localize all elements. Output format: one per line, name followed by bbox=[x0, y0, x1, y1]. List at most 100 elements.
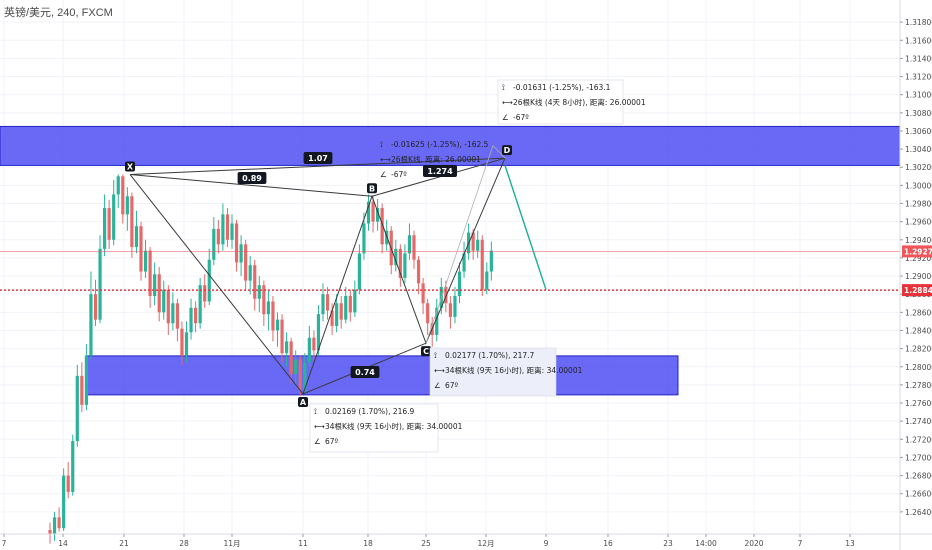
candle-body bbox=[489, 250, 493, 272]
candle-body bbox=[239, 244, 243, 263]
candle-body bbox=[294, 359, 298, 375]
candle-body bbox=[312, 337, 316, 351]
candle-body bbox=[84, 355, 88, 405]
x-tick-label: 12月 bbox=[477, 539, 494, 548]
y-tick-label: 1.31200 bbox=[905, 73, 932, 82]
candle-body bbox=[143, 250, 148, 272]
retracement-line-xb bbox=[129, 173, 373, 197]
point-marker-c bbox=[421, 346, 431, 357]
candle-body bbox=[285, 341, 289, 354]
candle-body bbox=[121, 176, 125, 215]
candle-body bbox=[48, 530, 52, 535]
measure-text: 0.02177 (1.70%), 217.7 bbox=[445, 351, 535, 360]
measure-icon: ⟟ bbox=[502, 83, 505, 92]
measure-text: -0.01631 (-1.25%), -163.1 bbox=[513, 83, 611, 92]
candle-body bbox=[426, 303, 430, 324]
candle-body bbox=[166, 289, 170, 324]
y-tick-label: 1.31000 bbox=[905, 91, 932, 100]
candle-body bbox=[207, 259, 211, 302]
candle-body bbox=[316, 314, 321, 351]
x-tick-label: 21 bbox=[119, 539, 129, 548]
measure-icon: ⟷ bbox=[314, 422, 325, 431]
candle-body bbox=[66, 475, 70, 492]
candle-body bbox=[148, 250, 152, 297]
harmonic-pattern[interactable]: X A B C D 0.89 1.07 1.274 0.74 bbox=[125, 145, 547, 407]
candle-body bbox=[280, 319, 284, 354]
retracement-line-bd bbox=[371, 157, 506, 197]
candle-body bbox=[225, 214, 230, 240]
measure-icon: ∠ bbox=[380, 170, 387, 179]
measure-text: -67º bbox=[391, 170, 407, 179]
supply-demand-zones bbox=[0, 125, 901, 396]
candle-body bbox=[116, 176, 120, 195]
candle-body bbox=[257, 285, 261, 299]
measure-text: 67º bbox=[325, 437, 339, 446]
candle-body bbox=[171, 303, 175, 324]
candle-body bbox=[198, 285, 202, 324]
candle-body bbox=[376, 208, 380, 222]
candle-body bbox=[435, 307, 439, 336]
candle-body bbox=[371, 201, 375, 222]
ratio-badge bbox=[350, 366, 380, 378]
x-tick-label: 18 bbox=[363, 539, 373, 548]
measure-icon: ∠ bbox=[314, 437, 321, 446]
x-tick-label: 11 bbox=[298, 539, 308, 548]
last-price-badge bbox=[902, 245, 932, 258]
candle-body bbox=[353, 289, 357, 313]
y-tick-label: 1.27400 bbox=[905, 417, 932, 426]
x-tick-label: 9 bbox=[544, 539, 549, 548]
y-tick-label: 1.31600 bbox=[905, 36, 932, 45]
y-tick-label: 1.27600 bbox=[905, 399, 932, 408]
y-tick-label: 1.31800 bbox=[905, 18, 932, 27]
candle-body bbox=[462, 253, 466, 272]
x-tick-label: 7 bbox=[798, 539, 803, 548]
candle-body bbox=[234, 223, 239, 263]
y-tick-label: 1.27000 bbox=[905, 453, 932, 462]
candle-body bbox=[271, 301, 275, 331]
level-label: 1.28845 bbox=[904, 286, 932, 295]
candle-body bbox=[407, 235, 412, 254]
x-tick-label: 11月 bbox=[223, 539, 240, 548]
candle-body bbox=[262, 285, 266, 315]
candle-body bbox=[130, 196, 134, 248]
measure-text: 34根K线 (9天 16小时), 距离: 34.00001 bbox=[325, 421, 463, 431]
candle-body bbox=[52, 517, 57, 535]
ratio-label: 1.274 bbox=[427, 167, 453, 176]
measure-text: 67º bbox=[445, 381, 459, 390]
y-tick-label: 1.26400 bbox=[905, 508, 932, 517]
candle-body bbox=[403, 253, 407, 278]
candle-body bbox=[212, 228, 216, 260]
candle-body bbox=[357, 253, 361, 290]
candle-body bbox=[344, 296, 348, 320]
price-levels bbox=[0, 251, 900, 291]
y-tick-label: 1.28200 bbox=[905, 345, 932, 354]
candle-body bbox=[216, 228, 220, 245]
candle-body bbox=[394, 248, 398, 266]
y-tick-label: 1.30400 bbox=[905, 145, 932, 154]
y-tick-label: 1.28600 bbox=[905, 308, 932, 317]
candle-body bbox=[444, 286, 448, 304]
measure-text: 34根K线 (9天 16小时), 距离: 34.00001 bbox=[445, 365, 583, 375]
candle-body bbox=[266, 301, 270, 315]
measure-icon: ⟷ bbox=[434, 366, 445, 375]
point-label-d: D bbox=[504, 146, 511, 155]
y-tick-label: 1.29400 bbox=[905, 236, 932, 245]
projection-line bbox=[504, 165, 547, 290]
y-tick-label: 1.31400 bbox=[905, 54, 932, 63]
point-marker-b bbox=[367, 183, 377, 194]
candle-body bbox=[134, 226, 139, 248]
y-tick-label: 1.29800 bbox=[905, 200, 932, 209]
y-tick-label: 1.30600 bbox=[905, 127, 932, 136]
candle-body bbox=[107, 208, 111, 240]
resistance-zone bbox=[0, 125, 901, 166]
measure-text: 26根K线 (4天 8小时), 距离: 26.00001 bbox=[513, 97, 646, 107]
ratio-label: 0.74 bbox=[355, 368, 375, 377]
last-price-label: 1.29272 bbox=[904, 247, 932, 256]
retracement-line-xd bbox=[129, 157, 506, 175]
x-tick-label: 13 bbox=[845, 539, 855, 548]
ratio-label: 0.89 bbox=[242, 174, 262, 183]
candle-body bbox=[57, 517, 61, 529]
candle-body bbox=[380, 208, 384, 245]
candle-body bbox=[93, 294, 98, 320]
